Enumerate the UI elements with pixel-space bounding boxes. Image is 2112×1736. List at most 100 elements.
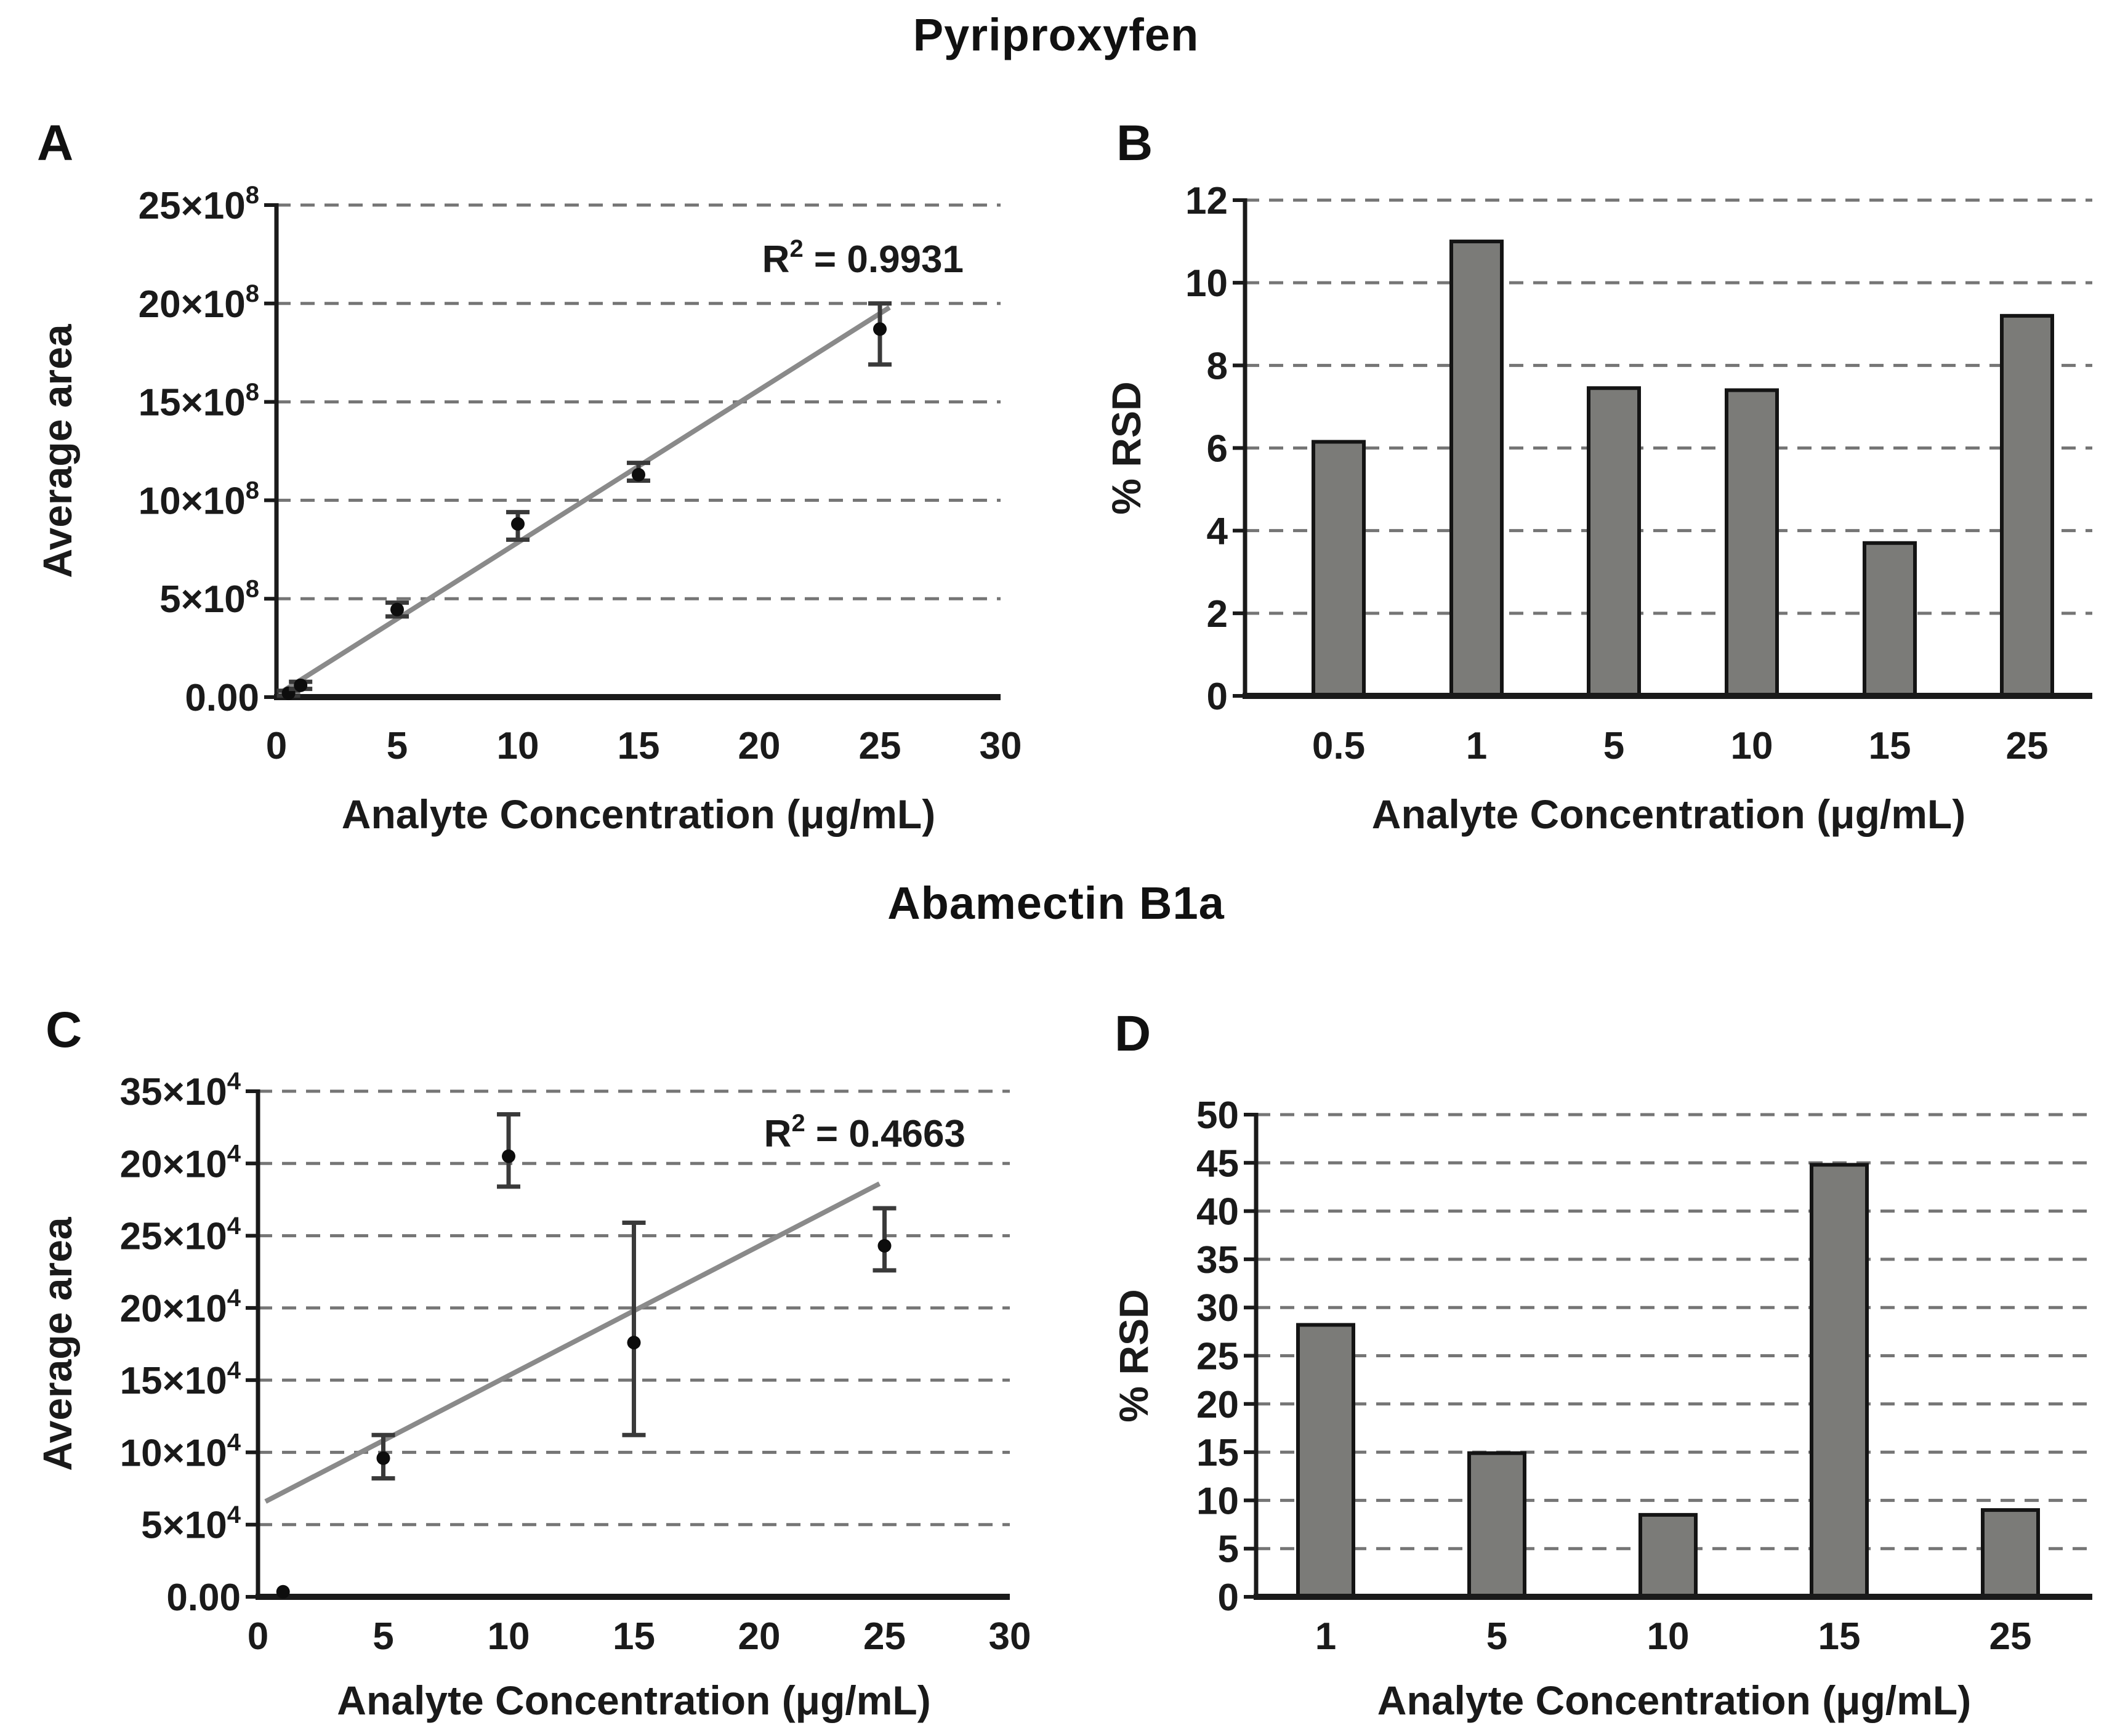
x-tick-label: 0.5 bbox=[1312, 725, 1365, 767]
data-point bbox=[873, 322, 887, 336]
x-axis-label: Analyte Concentration (μg/mL) bbox=[337, 1677, 930, 1723]
y-tick-label: 40 bbox=[1196, 1191, 1239, 1233]
trendline bbox=[280, 305, 891, 695]
y-tick-label: 2 bbox=[1207, 593, 1228, 636]
y-tick-label: 10×108 bbox=[139, 477, 259, 523]
y-tick-label: 10 bbox=[1185, 262, 1228, 305]
x-tick-label: 15 bbox=[613, 1615, 655, 1658]
y-tick-label: 5×104 bbox=[141, 1501, 241, 1547]
y-tick-label: 0.00 bbox=[185, 677, 259, 719]
y-tick-label: 0 bbox=[1207, 676, 1228, 718]
x-tick-label: 10 bbox=[497, 725, 539, 767]
x-axis-label: Analyte Concentration (μg/mL) bbox=[1372, 791, 1965, 837]
data-point bbox=[627, 1336, 641, 1350]
x-tick-label: 0 bbox=[266, 725, 287, 767]
y-tick-label: 30 bbox=[1196, 1287, 1239, 1330]
y-tick-label: 20×104 bbox=[120, 1140, 241, 1185]
y-tick-label: 20 bbox=[1196, 1384, 1239, 1426]
bar bbox=[1312, 440, 1366, 698]
x-tick-label: 15 bbox=[618, 725, 660, 767]
x-tick-label: 5 bbox=[373, 1615, 393, 1658]
x-tick-label: 15 bbox=[1818, 1615, 1861, 1658]
r-squared-annotation: R2 = 0.9931 bbox=[762, 235, 964, 281]
y-tick-label: 10×104 bbox=[120, 1429, 241, 1475]
y-tick-label: 10 bbox=[1196, 1480, 1239, 1522]
x-tick-label: 20 bbox=[738, 1615, 781, 1658]
x-tick-label: 5 bbox=[1486, 1615, 1507, 1658]
bar bbox=[1981, 1508, 2040, 1599]
y-tick-label: 12 bbox=[1185, 180, 1228, 222]
bar bbox=[1296, 1323, 1355, 1599]
figure-title-abamectin: Abamectin B1a bbox=[887, 878, 1225, 929]
bar bbox=[1810, 1163, 1869, 1599]
y-tick-label: 15×108 bbox=[139, 379, 259, 424]
y-tick-label: 50 bbox=[1196, 1094, 1239, 1137]
data-point bbox=[390, 602, 404, 616]
r-squared-annotation: R2 = 0.4663 bbox=[764, 1110, 965, 1155]
data-point bbox=[511, 517, 525, 531]
x-tick-label: 5 bbox=[387, 725, 408, 767]
y-tick-label: 6 bbox=[1207, 428, 1228, 470]
y-tick-label: 35 bbox=[1196, 1239, 1239, 1282]
y-tick-label: 35×104 bbox=[120, 1068, 241, 1113]
y-tick-label: 25 bbox=[1196, 1336, 1239, 1378]
y-axis-label: % RSD bbox=[1103, 381, 1149, 514]
y-axis-label: % RSD bbox=[1111, 1289, 1156, 1422]
x-tick-label: 15 bbox=[1869, 725, 1911, 767]
x-tick-label: 1 bbox=[1315, 1615, 1336, 1658]
x-tick-label: 30 bbox=[989, 1615, 1031, 1658]
bar bbox=[1587, 386, 1641, 698]
x-tick-label: 20 bbox=[738, 725, 781, 767]
bar bbox=[1449, 240, 1504, 698]
x-tick-label: 25 bbox=[2006, 725, 2049, 767]
x-tick-label: 25 bbox=[863, 1615, 906, 1658]
y-tick-label: 25×108 bbox=[139, 182, 259, 227]
y-tick-label: 20×104 bbox=[120, 1285, 241, 1330]
x-tick-label: 10 bbox=[1731, 725, 1773, 767]
bar bbox=[2000, 313, 2054, 698]
trendline bbox=[264, 1181, 881, 1504]
x-tick-label: 10 bbox=[1647, 1615, 1690, 1658]
panel-label-b: B bbox=[1116, 115, 1153, 171]
data-point bbox=[502, 1149, 515, 1163]
data-point bbox=[294, 678, 308, 692]
y-tick-label: 45 bbox=[1196, 1142, 1239, 1185]
bar bbox=[1638, 1512, 1698, 1599]
y-tick-label: 4 bbox=[1207, 511, 1228, 553]
bar bbox=[1467, 1451, 1526, 1599]
bar bbox=[1725, 388, 1779, 698]
panel-a-scatter-chart: 0.00 5×108 10×108 15×108 20×108 25×108 0 5 10 15 2… bbox=[34, 182, 1022, 837]
x-tick-label: 0 bbox=[248, 1615, 268, 1658]
x-axis-label: Analyte Concentration (μg/mL) bbox=[1377, 1677, 1971, 1723]
y-tick-label: 0 bbox=[1218, 1577, 1239, 1619]
x-axis-label: Analyte Concentration (μg/mL) bbox=[342, 791, 935, 837]
x-tick-label: 5 bbox=[1603, 725, 1624, 767]
x-tick-label: 30 bbox=[980, 725, 1022, 767]
bar bbox=[1863, 541, 1917, 698]
x-tick-label: 1 bbox=[1466, 725, 1487, 767]
y-tick-label: 5 bbox=[1218, 1528, 1239, 1571]
data-point bbox=[877, 1238, 892, 1253]
y-tick-label: 8 bbox=[1207, 345, 1228, 387]
panel-c-scatter-chart: 0.00 5×104 10×104 15×104 20×104 25×104 20×104 3… bbox=[34, 1068, 1031, 1723]
figure-title-pyriproxyfen: Pyriproxyfen bbox=[913, 9, 1199, 60]
y-tick-label: 15×104 bbox=[120, 1357, 241, 1402]
data-point bbox=[632, 467, 645, 482]
y-axis-label: Average area bbox=[34, 1216, 80, 1471]
data-point bbox=[376, 1451, 390, 1465]
panel-label-d: D bbox=[1114, 1006, 1151, 1062]
y-tick-label: 20×108 bbox=[139, 280, 259, 326]
y-tick-label: 0.00 bbox=[166, 1577, 241, 1619]
x-tick-label: 25 bbox=[859, 725, 901, 767]
x-tick-label: 25 bbox=[1989, 1615, 2032, 1658]
y-tick-label: 15 bbox=[1196, 1432, 1239, 1474]
y-tick-label: 5×108 bbox=[159, 575, 259, 621]
x-tick-label: 10 bbox=[488, 1615, 530, 1658]
panel-label-c: C bbox=[46, 1002, 83, 1058]
panel-label-a: A bbox=[37, 115, 74, 171]
data-point bbox=[276, 1585, 290, 1599]
